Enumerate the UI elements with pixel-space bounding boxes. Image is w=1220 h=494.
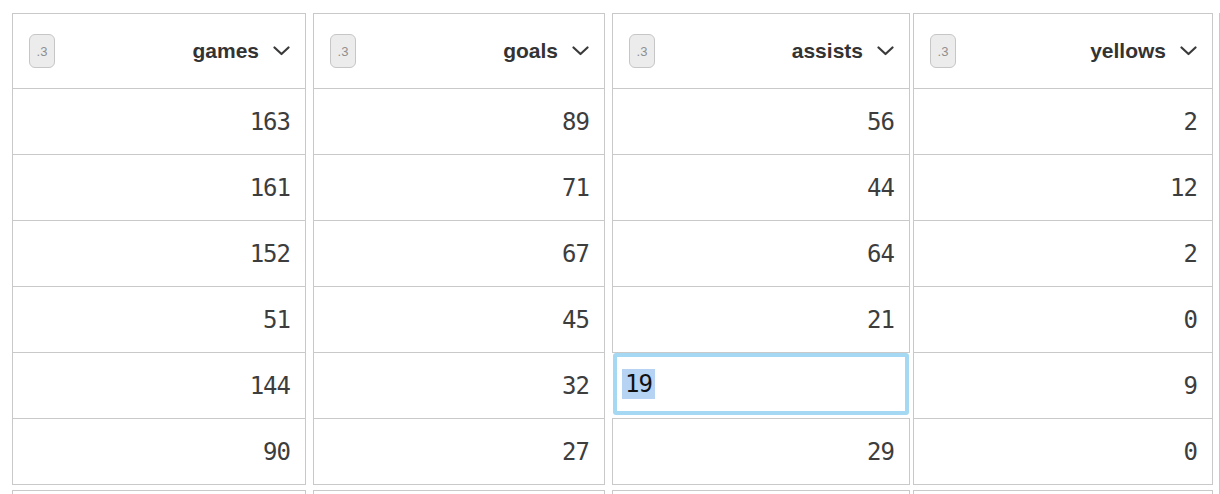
table-column-assists: .3 assists 56446421 19 29 [612, 13, 910, 494]
chevron-down-icon[interactable] [1180, 46, 1197, 56]
table-cell-assists-row2[interactable]: 44 [612, 154, 910, 221]
table-cell-games-row5[interactable]: 144 [12, 352, 306, 419]
table-cell-goals-row4[interactable]: 45 [313, 286, 605, 353]
table-cell-yellows-row1[interactable]: 2 [913, 88, 1213, 155]
editing-cell[interactable]: 19 [613, 353, 909, 415]
table-cell-yellows-row2[interactable]: 12 [913, 154, 1213, 221]
table-cell-goals-row3[interactable]: 67 [313, 220, 605, 287]
table-cell-games-row4[interactable]: 51 [12, 286, 306, 353]
editing-cell-value: 19 [622, 369, 655, 399]
table-cell-games-row2[interactable]: 161 [12, 154, 306, 221]
column-header-assists[interactable]: .3 assists [612, 13, 910, 89]
table-column-games: .3 games 1631611525114490 [12, 13, 306, 494]
table-cell-assists-row6[interactable]: 29 [612, 418, 910, 485]
spreadsheet-table: .3games1631611525114490.3goals8971674532… [12, 13, 1220, 494]
column-header-yellows[interactable]: .3 yellows [913, 13, 1213, 89]
chevron-down-icon[interactable] [273, 46, 290, 56]
partial-row-cell[interactable] [313, 490, 605, 494]
table-cell-yellows-row4[interactable]: 0 [913, 286, 1213, 353]
table-cell-goals-row6[interactable]: 27 [313, 418, 605, 485]
column-type-badge[interactable]: .3 [930, 34, 956, 68]
table-cell-assists-row1[interactable]: 56 [612, 88, 910, 155]
column-header-goals[interactable]: .3 goals [313, 13, 605, 89]
table-cell-yellows-row6[interactable]: 0 [913, 418, 1213, 485]
table-column-yellows: .3yellows2122090 [913, 13, 1213, 494]
column-header-games[interactable]: .3 games [12, 13, 306, 89]
column-label: assists [792, 39, 863, 63]
chevron-down-icon[interactable] [572, 46, 589, 56]
table-cell-goals-row5[interactable]: 32 [313, 352, 605, 419]
column-type-badge[interactable]: .3 [29, 34, 55, 68]
table-cell-games-row6[interactable]: 90 [12, 418, 306, 485]
partial-row-cell[interactable] [913, 490, 1213, 494]
table-cell-games-row1[interactable]: 163 [12, 88, 306, 155]
column-label: goals [503, 39, 558, 63]
chevron-down-icon[interactable] [877, 46, 894, 56]
partial-row-cell[interactable] [12, 490, 306, 494]
partial-row-cell[interactable] [612, 490, 910, 494]
column-type-badge[interactable]: .3 [629, 34, 655, 68]
table-cell-games-row3[interactable]: 152 [12, 220, 306, 287]
table-column-goals: .3 goals 897167453227 [313, 13, 605, 494]
column-label: yellows [1090, 39, 1166, 63]
table-cell-assists-row3[interactable]: 64 [612, 220, 910, 287]
column-type-badge[interactable]: .3 [330, 34, 356, 68]
column-label: games [192, 39, 259, 63]
table-cell-goals-row2[interactable]: 71 [313, 154, 605, 221]
table-cell-yellows-row5[interactable]: 9 [913, 352, 1213, 419]
table-cell-goals-row1[interactable]: 89 [313, 88, 605, 155]
table-cell-yellows-row3[interactable]: 2 [913, 220, 1213, 287]
table-cell-assists-row4[interactable]: 21 [612, 286, 910, 353]
